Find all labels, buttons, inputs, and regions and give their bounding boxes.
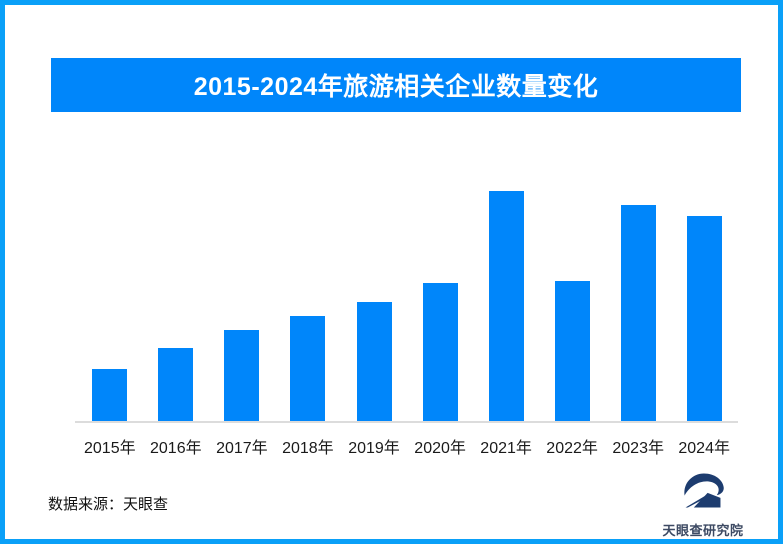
bar-2020年 xyxy=(422,283,458,422)
bar-2017年 xyxy=(224,330,260,422)
x-axis-label-2023年: 2023年 xyxy=(612,440,664,457)
x-axis-label-2015年: 2015年 xyxy=(83,440,136,457)
chart-title: 2015-2024年旅游相关企业数量变化 xyxy=(193,73,599,101)
bar-2024年 xyxy=(686,216,722,422)
x-axis-label-2021年: 2021年 xyxy=(480,440,532,457)
tianyancha-eye-logo-icon xyxy=(680,470,726,517)
x-axis-label-2020年: 2020年 xyxy=(414,440,466,457)
bar-2015年 xyxy=(92,369,128,422)
data-source-label: 数据来源：天眼查 xyxy=(48,496,169,513)
bar-2018年 xyxy=(290,316,326,422)
logo-text: 天眼查研究院 xyxy=(662,523,744,538)
x-axis-label-2019年: 2019年 xyxy=(348,440,400,457)
bar-2021年 xyxy=(488,191,524,422)
bar-2019年 xyxy=(356,302,392,422)
x-axis-label-2024年: 2024年 xyxy=(678,440,730,457)
bar-2022年 xyxy=(554,281,590,422)
x-axis-label-2016年: 2016年 xyxy=(149,440,202,457)
chart-title-banner: 2015-2024年旅游相关企业数量变化 xyxy=(51,58,741,112)
bar-2016年 xyxy=(158,348,194,422)
x-axis-label-2018年: 2018年 xyxy=(282,440,334,457)
x-axis-label-2017年: 2017年 xyxy=(216,440,268,457)
logo: 天眼查研究院 xyxy=(656,470,750,539)
x-axis-line xyxy=(75,421,738,423)
bar-2023年 xyxy=(620,205,656,422)
x-axis-label-2022年: 2022年 xyxy=(546,440,598,457)
